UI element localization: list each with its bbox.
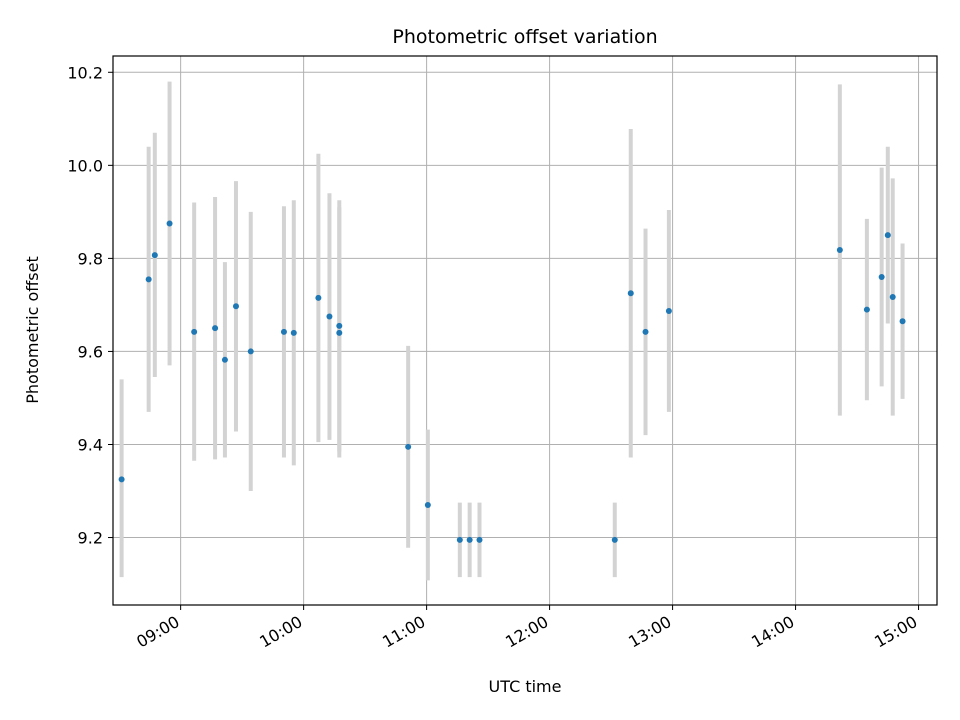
x-tick-label: 13:00 (625, 612, 674, 652)
data-point (221, 356, 228, 363)
x-tick-label: 15:00 (871, 612, 920, 652)
data-point (665, 307, 672, 314)
x-tick-label: 14:00 (748, 612, 797, 652)
chart-title: Photometric offset variation (392, 26, 657, 48)
data-point (326, 313, 333, 320)
data-point (166, 220, 173, 227)
y-tick-label: 9.8 (78, 249, 103, 268)
data-point (280, 328, 287, 335)
data-point (642, 328, 649, 335)
data-points (118, 220, 906, 543)
data-point (336, 329, 343, 336)
plot-frame (112, 55, 938, 606)
y-axis-label: Photometric offset (23, 256, 42, 404)
y-tick-label: 9.4 (78, 435, 103, 454)
y-tick-label: 9.2 (78, 529, 103, 548)
data-point (290, 329, 297, 336)
data-point (889, 294, 896, 301)
y-tick-label: 10.0 (67, 156, 103, 175)
x-tick-label: 10:00 (256, 612, 305, 652)
x-tick-label: 12:00 (502, 612, 551, 652)
x-axis-label: UTC time (489, 677, 562, 696)
error-bars (119, 81, 905, 581)
data-point (212, 325, 219, 332)
y-tick-label: 10.2 (67, 63, 103, 82)
data-point (884, 232, 891, 239)
data-point (145, 276, 152, 283)
data-point (118, 476, 125, 483)
data-point (191, 328, 198, 335)
data-point (424, 501, 431, 508)
data-point (247, 348, 254, 355)
data-point (476, 536, 483, 543)
data-point (151, 252, 158, 259)
data-point (836, 247, 843, 254)
data-point (627, 290, 634, 297)
y-tick-label: 9.6 (78, 342, 103, 361)
data-point (466, 536, 473, 543)
data-point (232, 303, 239, 310)
data-point (899, 318, 906, 325)
data-point (405, 443, 412, 450)
data-point (336, 322, 343, 329)
x-tick-label: 11:00 (379, 612, 428, 652)
x-tick-label: 09:00 (133, 612, 182, 652)
data-point (878, 273, 885, 280)
data-point (456, 536, 463, 543)
data-point (611, 536, 618, 543)
data-point (863, 306, 870, 313)
data-point (315, 294, 322, 301)
